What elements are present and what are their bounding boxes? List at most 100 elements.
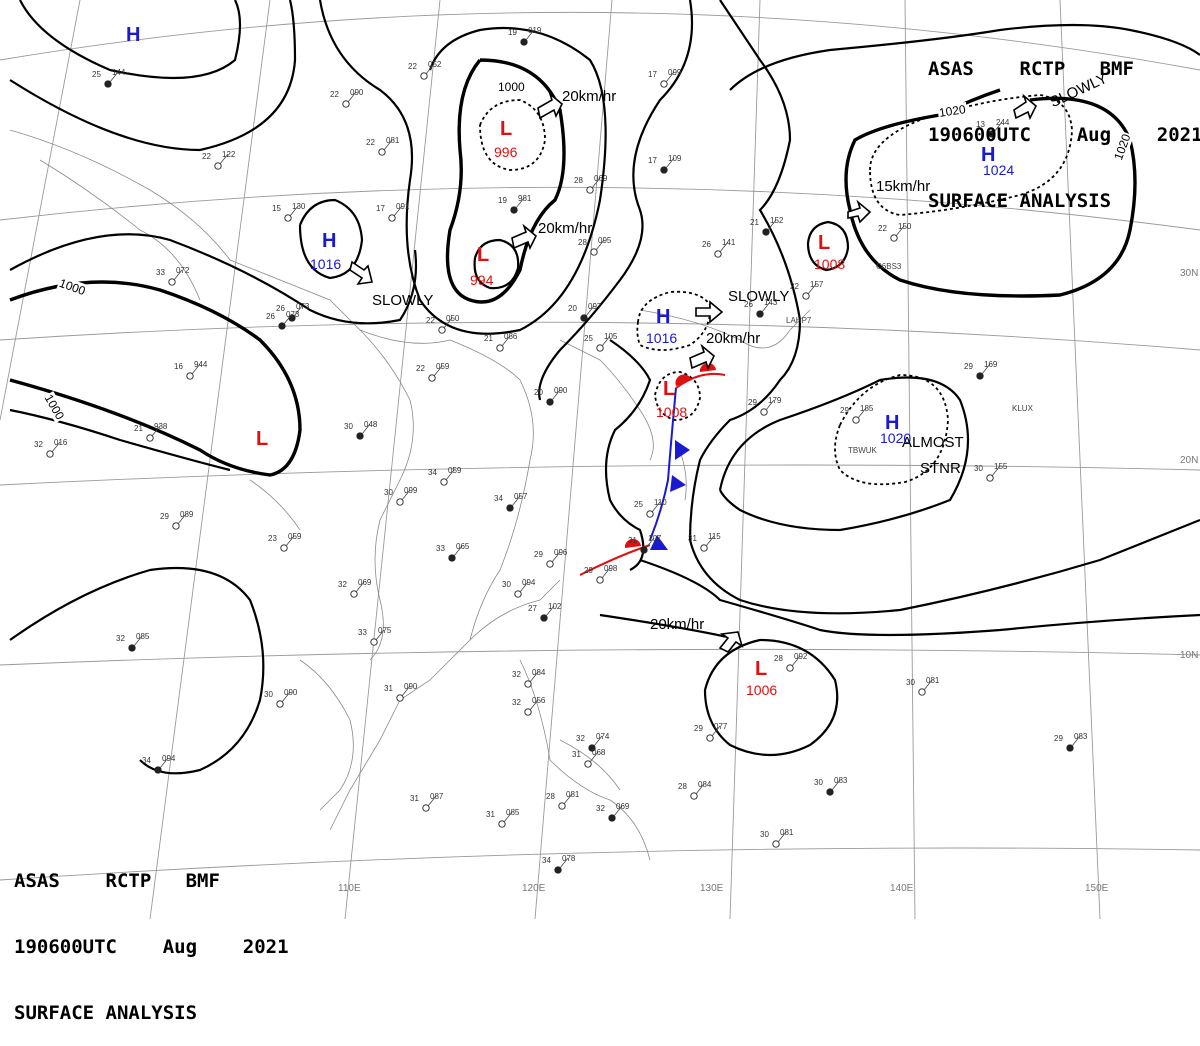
wind-barb [191, 363, 201, 375]
station-pressure: 085 [136, 632, 150, 641]
station-pressure: 048 [364, 420, 378, 429]
motion-label: 20km/hr [562, 88, 617, 105]
station-temp: 22 [408, 62, 417, 71]
station-pressure: 065 [456, 542, 470, 551]
wind-barb [645, 537, 655, 549]
station-temp: 19 [498, 196, 507, 205]
station-temp: 26 [276, 304, 285, 313]
station-pressure: 087 [430, 792, 444, 801]
station-temp: 25 [634, 500, 643, 509]
central-pressure: 996 [494, 144, 518, 160]
wind-barb [761, 301, 771, 313]
pressure-center-L: L [256, 428, 269, 450]
wind-barb [355, 581, 365, 593]
station-circle [396, 498, 404, 506]
station-circle [786, 664, 794, 672]
station-pressure: 069 [616, 802, 630, 811]
station-pressure: 152 [770, 216, 784, 225]
station-temp: 32 [338, 580, 347, 589]
wind-barb [453, 545, 463, 557]
station-circle [762, 228, 770, 236]
station-pressure: 944 [194, 360, 208, 369]
station-pressure: 143 [764, 298, 778, 307]
station-temp: 13 [976, 120, 985, 129]
station-pressure: 083 [1074, 732, 1088, 741]
station-pressure: 096 [554, 548, 568, 557]
central-pressure: 1020 [880, 430, 912, 446]
motion-label: 20km/hr [706, 330, 761, 347]
station-pressure: 090 [350, 88, 364, 97]
station-circle [342, 100, 350, 108]
station-pressure: 069 [594, 174, 608, 183]
station-pressure: 085 [506, 808, 520, 817]
wind-barb [519, 581, 529, 593]
station-pressure: 099 [404, 486, 418, 495]
station-temp: 21 [750, 218, 759, 227]
station-temp: 29 [840, 406, 849, 415]
station-pressure: 094 [162, 754, 176, 763]
station-temp: 17 [648, 70, 657, 79]
station-temp: 28 [546, 792, 555, 801]
station-circle [580, 314, 588, 322]
station-pressure: 057 [514, 492, 528, 501]
wind-barb [361, 423, 371, 435]
wind-barb [613, 805, 623, 817]
header-line-2: 190600UTC Aug 2021 [928, 124, 1200, 146]
station-temp: 25 [92, 70, 101, 79]
station-temp: 29 [694, 724, 703, 733]
station-pressure: 179 [768, 396, 782, 405]
wind-barb [515, 197, 525, 209]
wind-barb [289, 205, 299, 217]
station-pressure: 141 [722, 238, 736, 247]
wind-barb [593, 735, 603, 747]
station-circle [852, 416, 860, 424]
wind-barb [993, 121, 1003, 133]
lon-label: 140E [890, 883, 914, 894]
station-temp: 30 [384, 488, 393, 497]
station-circle [168, 278, 176, 286]
station-temp: 17 [376, 204, 385, 213]
station-temp: 22 [366, 138, 375, 147]
station-pressure: 092 [794, 652, 808, 661]
station-circle [608, 814, 616, 822]
central-pressure: 1008 [814, 256, 846, 272]
station-pressure: 244 [996, 118, 1010, 127]
wind-barb [173, 269, 183, 281]
header-line-1: ASAS RCTP BMF [928, 58, 1134, 80]
station-temp: 29 [534, 550, 543, 559]
station-circle [154, 766, 162, 774]
station-circle [420, 72, 428, 80]
wind-barb [425, 63, 435, 75]
wind-barb [695, 783, 705, 795]
wind-barb [807, 283, 817, 295]
station-circle [356, 432, 364, 440]
station-temp: 22 [426, 316, 435, 325]
wind-barb [601, 335, 611, 347]
station-temp: 26 [702, 240, 711, 249]
station-pressure: 102 [548, 602, 562, 611]
wind-barb [511, 495, 521, 507]
wind-barb [777, 831, 787, 843]
station-temp: 31 [688, 534, 697, 543]
lon-label: 110E [338, 883, 361, 894]
station-circle [596, 576, 604, 584]
station-circle [660, 80, 668, 88]
station-pressure: 073 [296, 302, 310, 311]
wind-barb [525, 29, 535, 41]
station-circle [448, 554, 456, 562]
wind-barb [767, 219, 777, 231]
station-circle [510, 206, 518, 214]
station-pressure: 084 [698, 780, 712, 789]
station-pressure: 059 [436, 362, 450, 371]
motion-label: SLOWLY [728, 288, 790, 305]
wind-barb [503, 811, 513, 823]
lon-label: 150E [1085, 883, 1109, 894]
station-pressure: 059 [448, 466, 462, 475]
station-pressure: 059 [288, 532, 302, 541]
wind-barb [559, 857, 569, 869]
station-pressure: 109 [668, 154, 682, 163]
station-temp: 15 [272, 204, 281, 213]
station-temp: 32 [596, 804, 605, 813]
station-pressure: 083 [834, 776, 848, 785]
station-temp: 27 [528, 604, 537, 613]
